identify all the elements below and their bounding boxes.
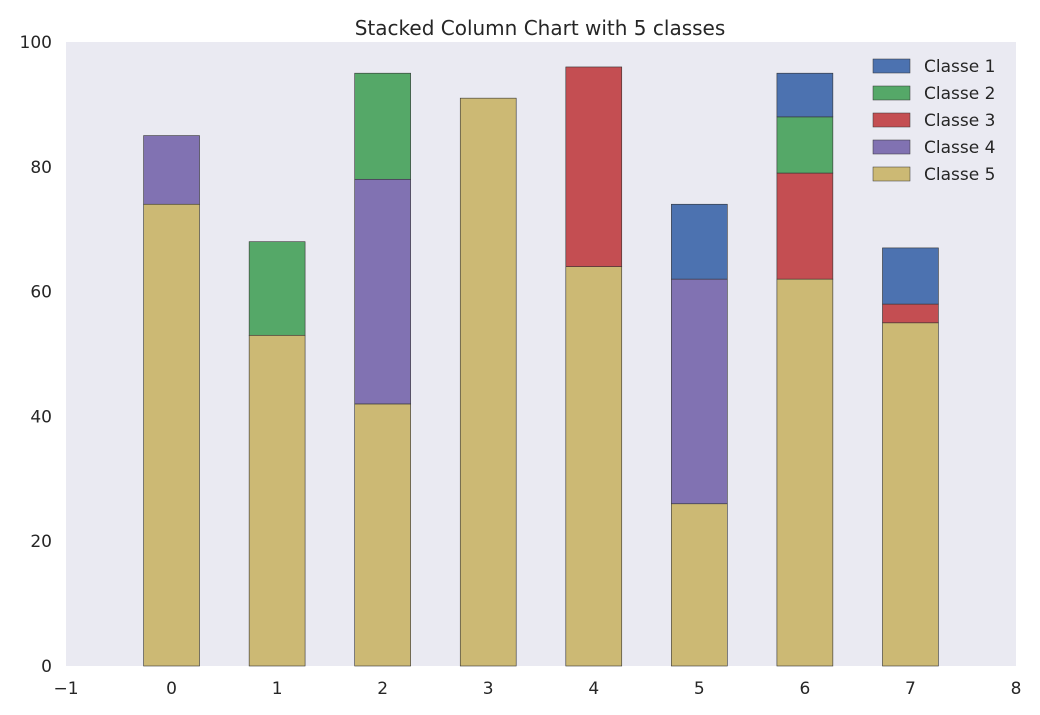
legend-item-classe-5[interactable]: Classe 5 (872, 165, 995, 185)
bar-segment-classe-5-x7 (882, 322, 939, 667)
legend-swatch (872, 58, 911, 74)
bar-segment-classe-3-x4 (565, 66, 623, 267)
x-tick-label: 5 (694, 679, 705, 699)
legend-swatch (872, 166, 911, 182)
legend-swatch (872, 139, 911, 155)
plot-area (66, 42, 1016, 666)
bar-segment-classe-1-x6 (776, 72, 834, 118)
x-tick-label: 7 (905, 679, 916, 699)
legend-label: Classe 2 (924, 84, 995, 104)
legend-label: Classe 5 (924, 165, 995, 185)
y-axis-ticks: 0 20 40 60 80 100 (20, 33, 52, 677)
x-tick-label: 4 (588, 679, 599, 699)
y-tick-label: 20 (30, 532, 52, 552)
bar-segment-classe-3-x7 (882, 303, 939, 324)
bar-segment-classe-4-x5 (671, 278, 728, 505)
x-tick-label: 8 (1011, 679, 1022, 699)
legend-label: Classe 4 (924, 138, 995, 158)
legend-swatch (872, 112, 911, 128)
bar-segment-classe-2-x6 (776, 116, 834, 174)
bar-segment-classe-2-x2 (354, 72, 411, 180)
x-axis-ticks: −1 0 1 2 3 4 5 6 7 8 (53, 679, 1021, 699)
legend-item-classe-4[interactable]: Classe 4 (872, 138, 995, 158)
y-tick-label: 80 (30, 158, 52, 178)
bar-segment-classe-4-x0 (143, 135, 200, 205)
bar-segment-classe-4-x2 (354, 178, 411, 405)
bar-segment-classe-5-x4 (565, 266, 623, 667)
x-tick-label: 6 (799, 679, 810, 699)
x-tick-label: 1 (272, 679, 283, 699)
bar-segment-classe-2-x1 (248, 241, 306, 336)
bar-segment-classe-5-x6 (776, 278, 834, 667)
bar-segment-classe-5-x2 (354, 403, 411, 667)
legend-item-classe-1[interactable]: Classe 1 (872, 57, 995, 77)
legend-swatch (872, 85, 911, 101)
legend-label: Classe 3 (924, 111, 995, 131)
y-tick-label: 60 (30, 283, 52, 303)
bar-segment-classe-5-x3 (459, 97, 517, 667)
x-tick-label: 2 (377, 679, 388, 699)
y-tick-label: 40 (30, 407, 52, 427)
bar-segment-classe-3-x6 (776, 172, 834, 280)
y-tick-label: 0 (41, 657, 52, 677)
legend[interactable]: Classe 1 Classe 2 Classe 3 Classe 4 Classe 5 (872, 57, 995, 185)
bar-segment-classe-5-x1 (248, 334, 306, 667)
bars-layer (143, 66, 939, 667)
x-tick-label: 3 (483, 679, 494, 699)
legend-item-classe-2[interactable]: Classe 2 (872, 84, 995, 104)
chart-title: Stacked Column Chart with 5 classes (355, 16, 726, 40)
legend-item-classe-3[interactable]: Classe 3 (872, 111, 995, 131)
legend-label: Classe 1 (924, 57, 995, 77)
bar-segment-classe-1-x7 (882, 247, 939, 305)
bar-segment-classe-5-x0 (143, 203, 200, 667)
x-tick-label: −1 (53, 679, 78, 699)
bar-segment-classe-5-x5 (671, 503, 728, 667)
x-tick-label: 0 (166, 679, 177, 699)
y-tick-label: 100 (20, 33, 52, 53)
bar-segment-classe-1-x5 (671, 203, 728, 280)
